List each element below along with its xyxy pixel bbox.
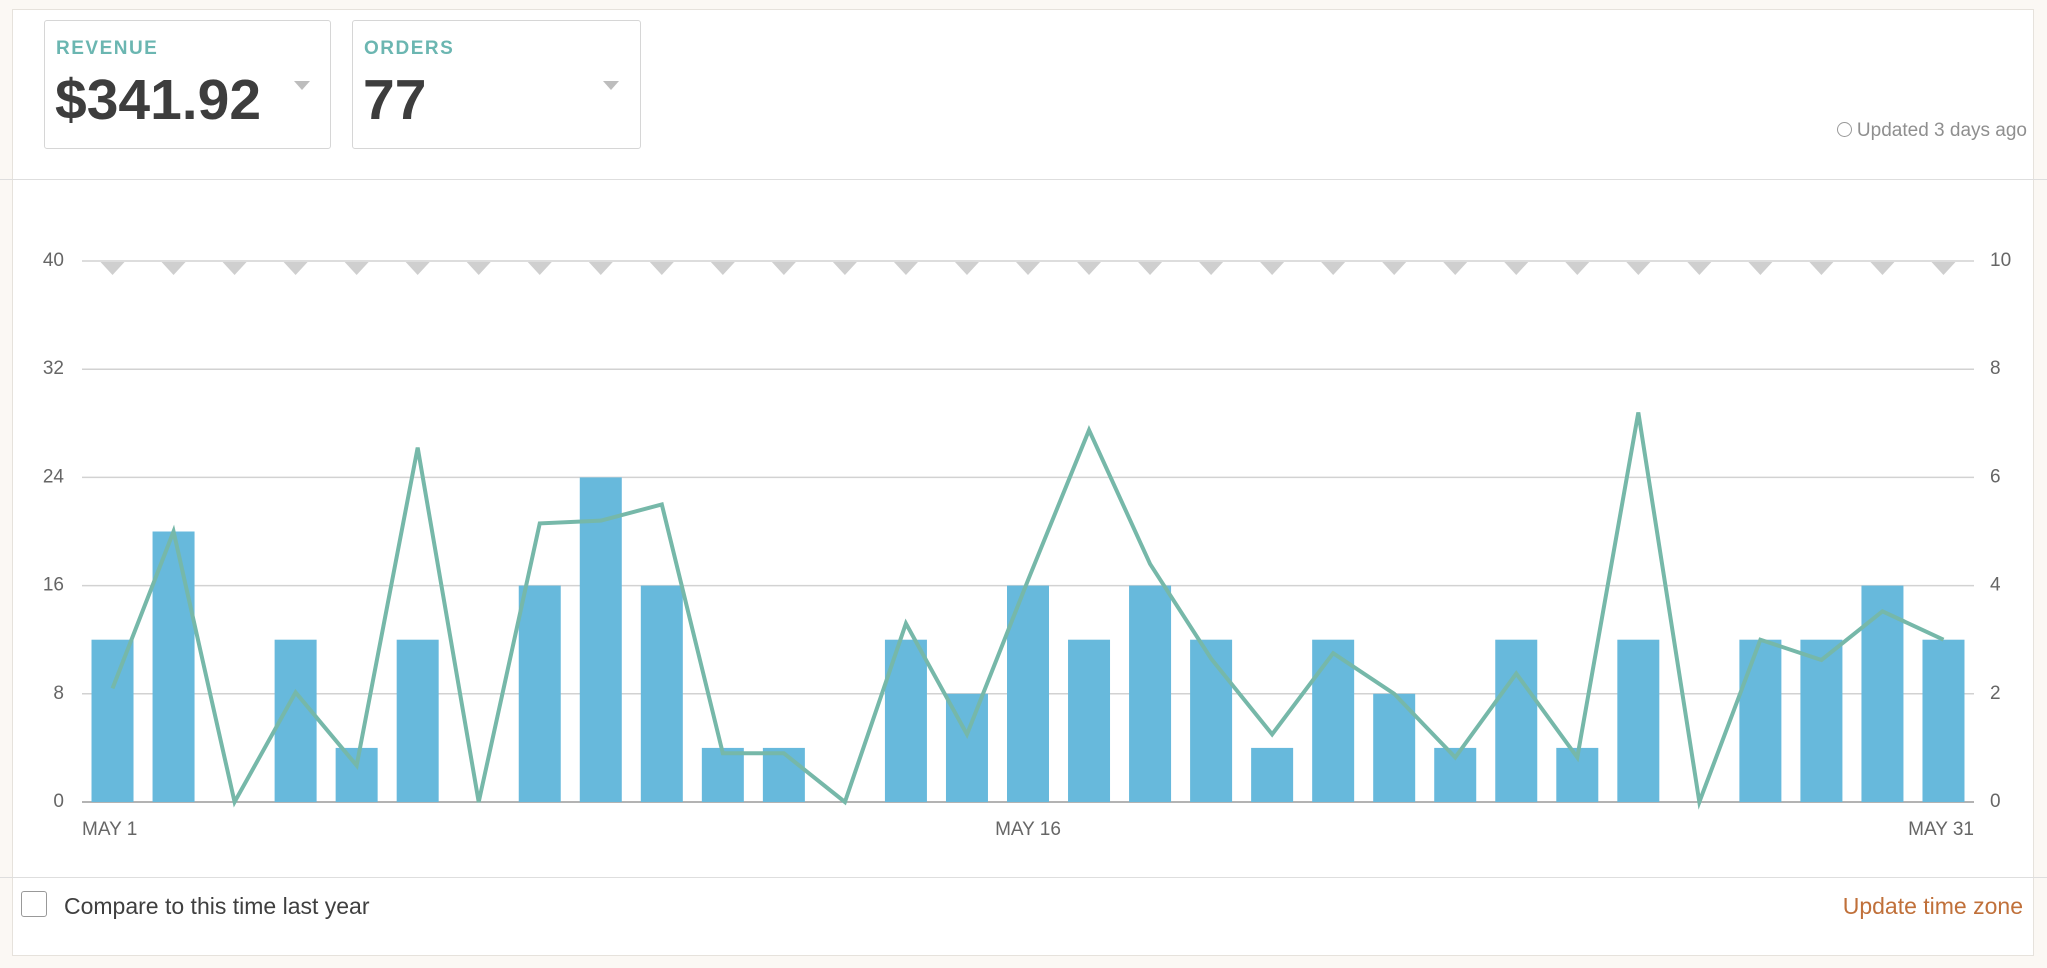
card-value: $341.92	[55, 68, 262, 132]
bar	[1068, 639, 1111, 802]
checkbox[interactable]	[21, 891, 47, 917]
bar	[1495, 639, 1538, 802]
marker	[710, 262, 735, 275]
marker	[1138, 262, 1163, 275]
separator	[0, 877, 2047, 878]
marker	[222, 262, 247, 275]
y-tick-label: 24	[43, 466, 65, 487]
bar	[1800, 639, 1843, 802]
y-tick-label: 8	[53, 683, 64, 704]
card-label: ORDERS	[364, 38, 455, 59]
marker	[1748, 262, 1773, 275]
orders-card[interactable]: ORDERS 77	[352, 20, 641, 149]
marker	[527, 262, 552, 275]
marker	[1016, 262, 1040, 275]
marker	[1687, 262, 1712, 275]
y2-tick-label: 8	[1990, 358, 2001, 379]
clock-icon	[1836, 122, 1852, 137]
y2-tick-label: 10	[1990, 250, 2011, 271]
bar	[1922, 639, 1965, 802]
marker	[1382, 262, 1407, 275]
revenue-card[interactable]: REVENUE $341.92	[44, 20, 331, 149]
marker	[1199, 262, 1224, 275]
timezone-link[interactable]: Update time zone	[1842, 893, 2023, 919]
card-label: REVENUE	[56, 38, 159, 59]
bar	[1129, 585, 1172, 802]
separator	[0, 179, 2047, 180]
marker	[466, 262, 491, 275]
line	[110, 412, 1945, 810]
marker	[1504, 262, 1529, 275]
bar	[762, 747, 805, 802]
marker	[1443, 262, 1468, 275]
bar	[640, 585, 683, 802]
bar	[152, 531, 195, 802]
marker	[1565, 262, 1590, 275]
marker	[1077, 262, 1102, 275]
bar	[1190, 639, 1233, 802]
bar	[1373, 693, 1416, 802]
marker	[893, 262, 918, 275]
x-tick-label: MAY 31	[1908, 819, 1974, 840]
y-tick-label: 32	[43, 358, 64, 379]
bar	[701, 747, 744, 802]
y2-tick-label: 4	[1990, 575, 2001, 596]
y-tick-label: 40	[43, 250, 64, 271]
marker	[649, 262, 674, 275]
bar	[1251, 747, 1294, 802]
marker	[161, 262, 186, 275]
bar	[1617, 639, 1660, 802]
marker	[1809, 262, 1834, 275]
updated-text: Updated 3 days ago	[1856, 120, 2027, 141]
compare-label[interactable]: Compare to this time last year	[64, 893, 370, 919]
dropdown-caret[interactable]	[294, 81, 310, 90]
bar	[396, 639, 439, 802]
bar	[1312, 639, 1355, 802]
bar	[1739, 639, 1782, 802]
marker	[832, 262, 857, 275]
marker	[1626, 262, 1651, 275]
y2-tick-label: 0	[1990, 791, 2001, 812]
marker	[100, 262, 125, 275]
x-tick-label: MAY 16	[995, 819, 1061, 840]
bar	[579, 477, 622, 802]
y-tick-label: 0	[53, 791, 64, 812]
y-tick-label: 16	[43, 575, 64, 596]
marker	[954, 262, 979, 275]
bar	[1007, 585, 1049, 802]
y2-tick-label: 6	[1990, 466, 2001, 487]
marker	[1931, 262, 1956, 275]
updated-note: Updated 3 days ago	[1836, 120, 2027, 142]
bar	[518, 585, 561, 802]
marker	[283, 262, 308, 275]
y2-tick-label: 2	[1990, 683, 2001, 704]
marker	[588, 262, 613, 275]
marker	[405, 262, 430, 275]
marker	[344, 262, 369, 275]
x-tick-label: MAY 1	[82, 819, 137, 840]
marker	[1870, 262, 1895, 275]
marker	[1321, 262, 1346, 275]
card-value: 77	[363, 68, 427, 132]
marker	[771, 262, 796, 275]
marker	[1260, 262, 1285, 275]
dropdown-caret[interactable]	[603, 81, 619, 90]
bar	[91, 639, 134, 802]
